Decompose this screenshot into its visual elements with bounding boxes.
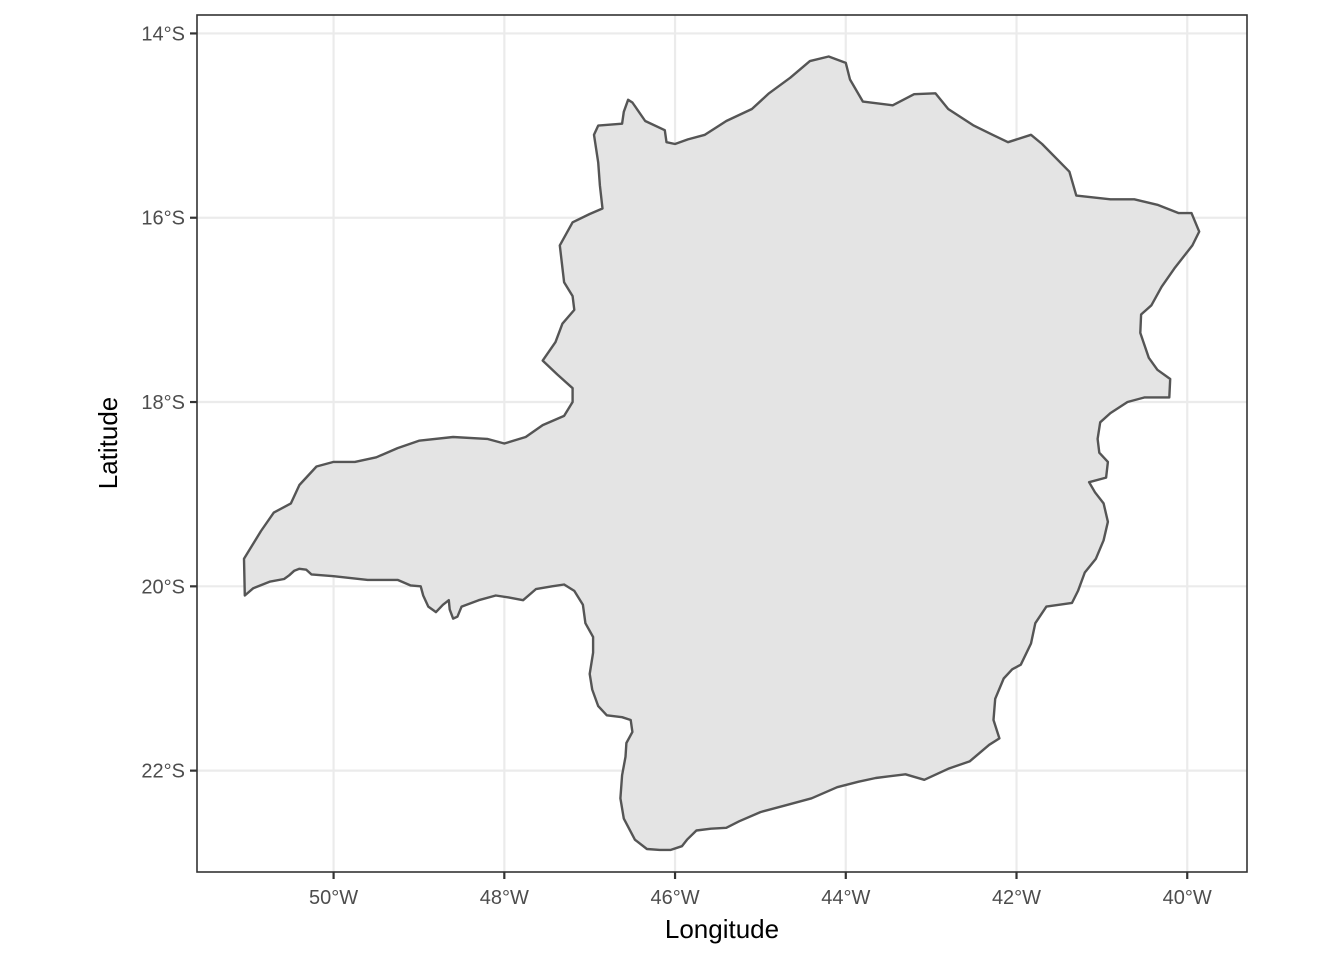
x-tick-label: 44°W xyxy=(821,887,870,909)
state-boundary-polygon xyxy=(242,55,1201,852)
axis-tick-labels: 50°W 48°W 46°W 44°W 42°W 40°W 14°S 16°S 18°S 20°S… xyxy=(141,23,1212,909)
y-tick-label: 20°S xyxy=(141,576,185,598)
x-tick-label: 48°W xyxy=(480,887,529,909)
x-tick-label: 46°W xyxy=(650,887,699,909)
x-axis-title: Longitude xyxy=(665,914,779,944)
axis-ticks xyxy=(190,32,1189,879)
y-tick-label: 18°S xyxy=(141,392,185,414)
y-tick-label: 16°S xyxy=(141,208,185,230)
x-tick-label: 40°W xyxy=(1163,887,1212,909)
panel-border xyxy=(196,14,1248,873)
x-tick-label: 50°W xyxy=(309,887,358,909)
y-axis-title: Latitude xyxy=(93,397,123,490)
x-tick-label: 42°W xyxy=(992,887,1041,909)
y-tick-label: 22°S xyxy=(141,761,185,783)
y-tick-label: 14°S xyxy=(141,23,185,45)
